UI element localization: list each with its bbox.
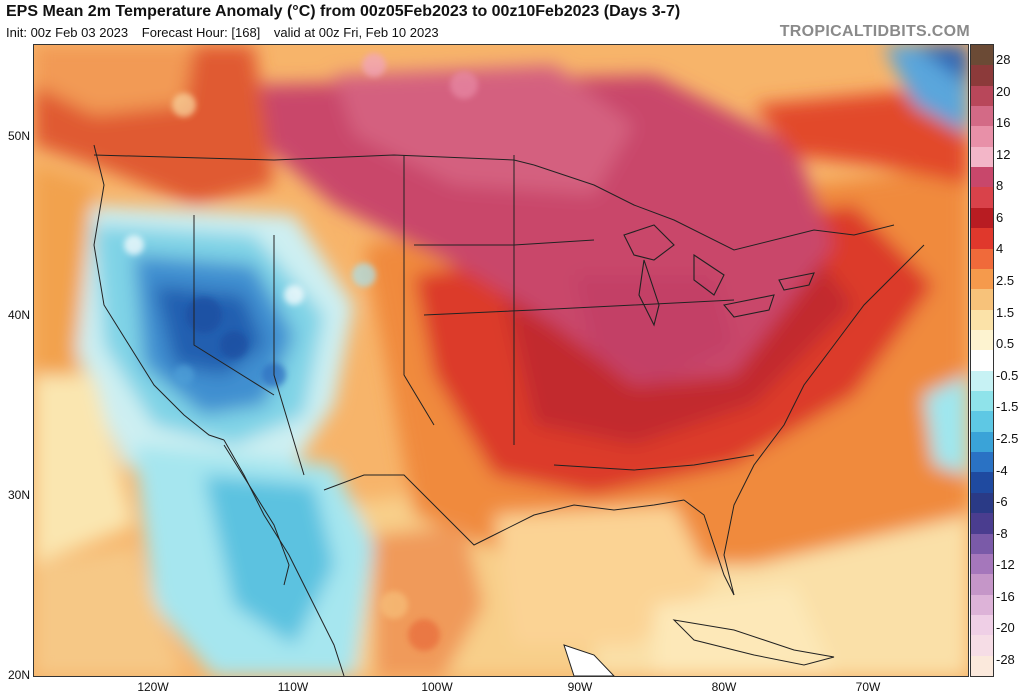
colorbar-swatch [971, 207, 993, 229]
west-coast [93, 144, 225, 441]
state-line-c [403, 155, 435, 426]
init-time: Init: 00z Feb 03 2023 [6, 25, 129, 40]
colorbar-swatch [971, 167, 993, 188]
colorbar-swatch [971, 370, 993, 392]
colorbar-label: -28 [996, 652, 1015, 667]
colorbar-swatch [971, 655, 993, 676]
colorbar-label: 28 [996, 52, 1011, 67]
colorbar-label: 8 [996, 178, 1004, 194]
colorbar-label: -20 [996, 620, 1015, 636]
state-line-w [193, 215, 275, 396]
colorbar-label: 2.5 [996, 273, 1015, 289]
colorbar-swatch [971, 65, 993, 87]
longitude-label: 90W [567, 680, 593, 694]
colorbar-swatch [971, 146, 993, 168]
colorbar-label: 20 [996, 83, 1011, 99]
great-lakes [623, 224, 815, 327]
colorbar-swatch [971, 350, 993, 372]
colorbar-swatch [971, 533, 993, 555]
colorbar-swatch [971, 614, 993, 636]
colorbar-swatch [971, 268, 993, 290]
mexico-border [323, 474, 495, 546]
colorbar-swatch [971, 411, 993, 433]
anomaly-field [34, 45, 968, 676]
watermark: TROPICALTIDBITS.COM [779, 23, 970, 40]
colorbar-swatch [971, 553, 993, 575]
colorbar-swatch [971, 228, 993, 250]
anomaly-map [33, 44, 969, 677]
gulf-coast [493, 499, 685, 536]
colorbar-label: 4 [996, 241, 1004, 257]
colorbar-swatch [971, 492, 993, 514]
yucatan-outline [563, 644, 615, 676]
east-coast [723, 244, 925, 596]
colorbar-label: -6 [996, 494, 1008, 510]
latitude-label: 30N [7, 488, 30, 502]
latitude-label: 40N [7, 308, 30, 322]
colorbar-swatch [971, 126, 993, 148]
longitude-label: 110W [277, 680, 309, 694]
forecast-hour: Forecast Hour: [168] [141, 25, 261, 40]
map-subtitle: Init: 00z Feb 03 2023 Forecast Hour: [16… [6, 25, 449, 40]
colorbar-swatch [971, 391, 993, 412]
colorbar-label: -0.5 [996, 367, 1019, 383]
longitude-label: 70W [855, 680, 881, 694]
state-line-mid [423, 299, 735, 316]
baja [223, 444, 290, 586]
valid-time: valid at 00z Fri, Feb 10 2023 [273, 25, 439, 40]
colorbar-label: 16 [996, 115, 1011, 131]
colorbar-swatch [971, 45, 993, 66]
great-lakes-border [533, 164, 895, 251]
colorbar-label: 1.5 [996, 304, 1015, 320]
colorbar-label: -8 [996, 525, 1008, 541]
colorbar-swatch [971, 513, 993, 534]
colorbar [970, 44, 994, 677]
colorbar-swatch [971, 309, 993, 331]
colorbar-swatch [971, 248, 993, 270]
colorbar-label: -16 [996, 588, 1015, 604]
longitude-label: 100W [421, 680, 453, 694]
colorbar-label: 0.5 [996, 336, 1015, 352]
longitude-label: 80W [711, 680, 737, 694]
state-line-w2 [273, 235, 305, 476]
cuba-outline [672, 619, 835, 666]
colorbar-swatch [971, 187, 993, 209]
colorbar-swatch [971, 329, 993, 351]
colorbar-label: -2.5 [996, 430, 1019, 446]
canada-border [93, 154, 535, 166]
colorbar-swatch [971, 472, 993, 494]
anomaly-detail [124, 53, 478, 651]
map-title: EPS Mean 2m Temperature Anomaly (°C) fro… [6, 3, 681, 20]
colorbar-label: 12 [996, 146, 1011, 162]
colorbar-swatch [971, 289, 993, 311]
colorbar-swatch [971, 594, 993, 616]
colorbar-label: 6 [996, 209, 1004, 225]
colorbar-swatch [971, 574, 993, 596]
colorbar-swatch [971, 431, 993, 453]
colorbar-label: -4 [996, 462, 1008, 478]
colorbar-label: -12 [996, 557, 1015, 573]
mexico-west-coast [223, 439, 345, 676]
latitude-label: 20N [7, 668, 30, 682]
colorbar-swatch [971, 85, 993, 107]
colorbar-swatch [971, 452, 993, 473]
borders [93, 144, 925, 676]
map-canvas [34, 45, 968, 676]
florida-coast [683, 499, 735, 596]
colorbar-label: -1.5 [996, 399, 1019, 415]
state-line-s [553, 454, 755, 471]
longitude-label: 120W [137, 680, 169, 694]
colorbar-swatch [971, 106, 993, 127]
colorbar-swatch [971, 635, 993, 657]
latitude-label: 50N [7, 129, 30, 143]
